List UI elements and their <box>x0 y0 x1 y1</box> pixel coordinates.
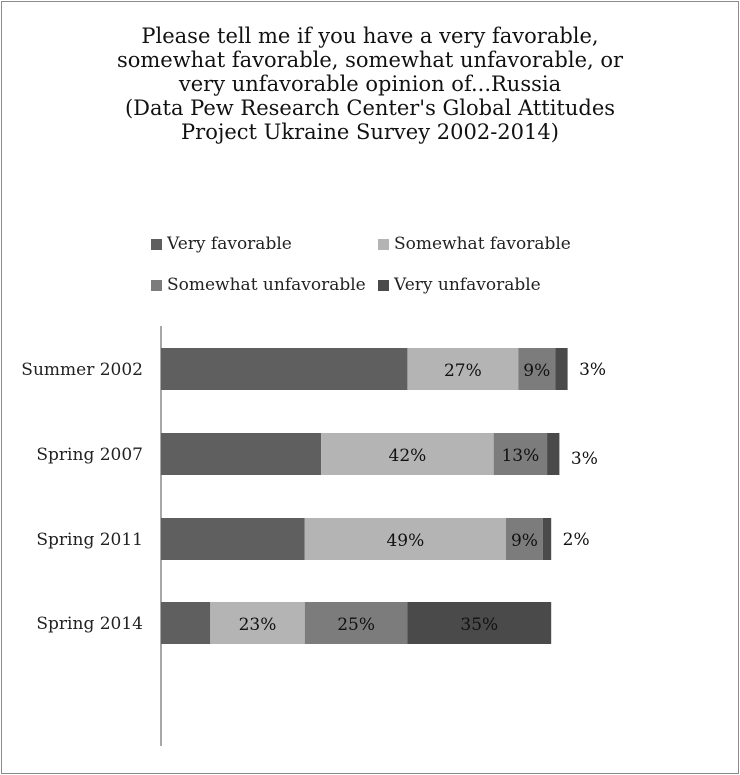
bar-segment <box>210 602 305 644</box>
bar-segment <box>542 518 552 560</box>
legend-swatch <box>378 279 389 291</box>
data-label: 9% <box>511 531 538 551</box>
chart-title-line-4: (Data Pew Research Center's Global Attit… <box>124 96 616 120</box>
data-label: 35% <box>460 615 498 635</box>
data-label: 3% <box>579 360 606 380</box>
chart-title-line-5: Project Ukraine Survey 2002-2014) <box>181 120 559 144</box>
bar-segment <box>407 348 519 390</box>
legend-item-somewhat-favorable: Somewhat favorable <box>378 234 571 254</box>
bar-segment <box>161 602 211 644</box>
bar-segment <box>161 518 305 560</box>
chart-title-line-2: somewhat favorable, somewhat unfavorable… <box>116 48 624 72</box>
data-label: 3% <box>571 449 598 469</box>
category-label: Summer 2002 <box>21 360 143 380</box>
data-label: 27% <box>444 361 482 381</box>
legend-swatch <box>151 238 162 250</box>
legend-label: Very favorable <box>167 234 292 254</box>
legend-label: Somewhat unfavorable <box>167 275 366 295</box>
bar-segment <box>555 348 568 390</box>
data-label: 25% <box>337 615 375 635</box>
bar-segment <box>547 433 560 475</box>
chart-title-line-1: Please tell me if you have a very favora… <box>141 24 599 48</box>
legend-item-very-unfavorable: Very unfavorable <box>378 275 541 295</box>
chart-title: Please tell me if you have a very favora… <box>2 24 738 144</box>
data-label: 23% <box>239 615 277 635</box>
bar-segment <box>321 433 494 475</box>
bar-segment <box>493 433 548 475</box>
chart-title-line-3: very unfavorable opinion of...Russia <box>178 72 562 96</box>
bar-segment <box>407 602 552 644</box>
bar-segment <box>304 518 506 560</box>
data-label: 9% <box>523 361 550 381</box>
data-label: 49% <box>386 531 424 551</box>
legend-swatch <box>151 279 162 291</box>
bar-segment <box>161 348 408 390</box>
category-label: Spring 2007 <box>36 445 143 465</box>
legend-label: Somewhat favorable <box>394 234 571 254</box>
legend-item-very-favorable: Very favorable <box>151 234 292 254</box>
legend-item-somewhat-unfavorable: Somewhat unfavorable <box>151 275 366 295</box>
bar-segment <box>506 518 543 560</box>
bar-segment <box>518 348 556 390</box>
bar-segment <box>161 433 322 475</box>
data-label: 2% <box>563 530 590 550</box>
data-label: 42% <box>389 446 427 466</box>
legend-swatch <box>378 238 389 250</box>
category-label: Spring 2014 <box>36 614 143 634</box>
legend-label: Very unfavorable <box>394 275 541 295</box>
bar-segment <box>304 602 408 644</box>
category-label: Spring 2011 <box>36 530 143 550</box>
data-label: 13% <box>501 446 539 466</box>
